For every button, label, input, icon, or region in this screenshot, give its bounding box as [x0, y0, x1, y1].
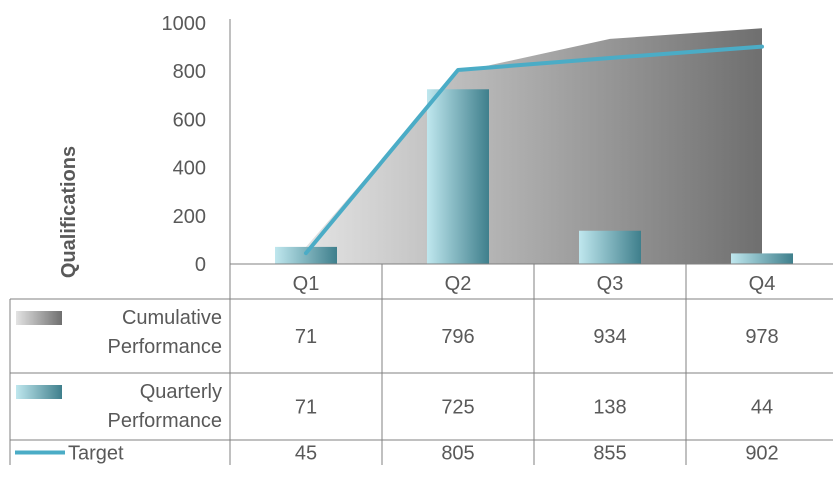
x-tick-label: Q1 [293, 273, 320, 295]
y-tick-label: 800 [173, 61, 206, 83]
table-value-cell: 978 [745, 326, 778, 348]
legend-label: Quarterly [140, 381, 222, 403]
table-value-cell: 805 [441, 443, 474, 465]
quarterly-bars-layer [275, 89, 793, 265]
table-value-cell: 855 [593, 443, 626, 465]
quarterly-bar [731, 253, 793, 264]
cumulative-area-layer [306, 28, 762, 264]
y-tick-label: 1000 [162, 13, 207, 35]
table-value-cell: 725 [441, 397, 474, 419]
y-tick-label: 200 [173, 206, 206, 228]
quarterly-bar [427, 89, 489, 265]
legend-label: Performance [108, 410, 223, 432]
legend-key-cumulative [16, 311, 62, 325]
legend-label: Target [68, 443, 124, 465]
table-value-cell: 71 [295, 326, 317, 348]
table-value-cell: 71 [295, 397, 317, 419]
table-value-cell: 45 [295, 443, 317, 465]
y-tick-label: 600 [173, 109, 206, 131]
cumulative-area [306, 28, 762, 264]
table-value-cell: 796 [441, 326, 474, 348]
quarterly-bar [275, 246, 337, 264]
x-tick-label: Q4 [749, 273, 776, 295]
quarterly-bar [579, 230, 641, 264]
y-axis-title: Qualifications [58, 146, 80, 278]
x-tick-label: Q2 [445, 273, 472, 295]
target-line [304, 44, 764, 256]
y-tick-label: 400 [173, 158, 206, 180]
legend-label: Cumulative [122, 307, 222, 329]
legend-label: Performance [108, 336, 223, 358]
y-tick-label: 0 [195, 254, 206, 276]
table-value-cell: 902 [745, 443, 778, 465]
target-line-layer [304, 44, 764, 256]
table-value-cell: 934 [593, 326, 626, 348]
table-value-cell: 44 [751, 397, 773, 419]
x-tick-label: Q3 [597, 273, 624, 295]
y-axis-ticks: 0 200 400 600 800 1000 [162, 13, 207, 276]
data-table: Q1 Q2 Q3 Q4 Cumulative Performance 71 796 934 978… [9, 264, 833, 465]
legend-key-quarterly [16, 385, 62, 399]
table-value-cell: 138 [593, 397, 626, 419]
